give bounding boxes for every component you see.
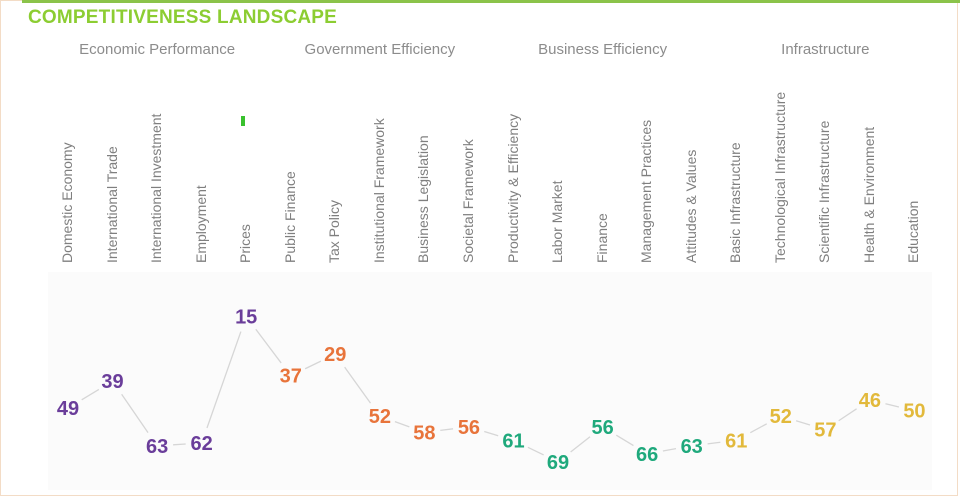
rank-value-label: 66 [636,444,658,466]
series-connector [255,328,282,364]
rank-value-label: 50 [903,401,925,423]
series-connector [527,446,544,456]
series-connector [570,436,591,453]
chart-title: COMPETITIVENESS LANDSCAPE [28,7,338,28]
series-connector [707,441,721,445]
rank-value-label: 69 [547,452,569,474]
series-connector [885,403,900,408]
rank-value-label: 58 [413,422,435,444]
rank-value-label: 63 [146,436,168,458]
highlight-marker [241,116,245,126]
series-connector [440,428,454,432]
rank-value-label: 39 [101,371,123,393]
series-connector [749,423,768,434]
series-connector [838,408,857,422]
rank-value-label: 46 [859,390,881,412]
rank-value-label: 57 [814,420,836,442]
series-connector [344,366,372,404]
series-connector [173,443,186,446]
series-connector [795,420,811,426]
top-accent-rule [22,0,960,3]
rank-value-label: 15 [235,306,257,328]
rank-value-label: 56 [591,417,613,439]
rank-value-label: 52 [770,406,792,428]
rank-value-label: 61 [725,430,747,452]
rank-value-label: 52 [369,406,391,428]
series-connector [81,388,100,401]
group-label: Economic Performance [79,41,236,58]
group-label: Government Efficiency [304,41,456,58]
series-connector [304,360,322,370]
series-connector [484,430,499,437]
rank-value-label: 61 [502,430,524,452]
rank-value-label: 29 [324,344,346,366]
series-connector [615,434,634,447]
rank-value-label: 56 [458,417,480,439]
series-connector [121,393,149,433]
series-connector [662,447,677,452]
group-label: Business Efficiency [538,41,668,58]
group-label: Infrastructure [781,41,870,58]
plot-area [48,272,932,490]
rank-value-label: 37 [280,366,302,388]
rank-value-label: 49 [57,398,79,420]
series-connector [394,420,410,428]
rank-value-label: 62 [191,433,213,455]
series-connector [206,331,242,429]
rank-value-label: 63 [681,436,703,458]
